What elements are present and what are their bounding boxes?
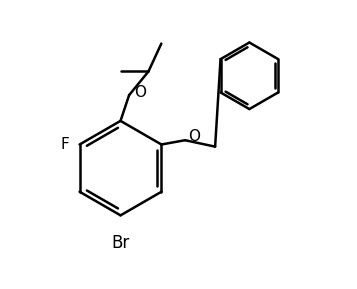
Text: O: O: [135, 86, 146, 101]
Text: Br: Br: [111, 234, 130, 252]
Text: F: F: [60, 137, 69, 152]
Text: O: O: [188, 129, 200, 144]
